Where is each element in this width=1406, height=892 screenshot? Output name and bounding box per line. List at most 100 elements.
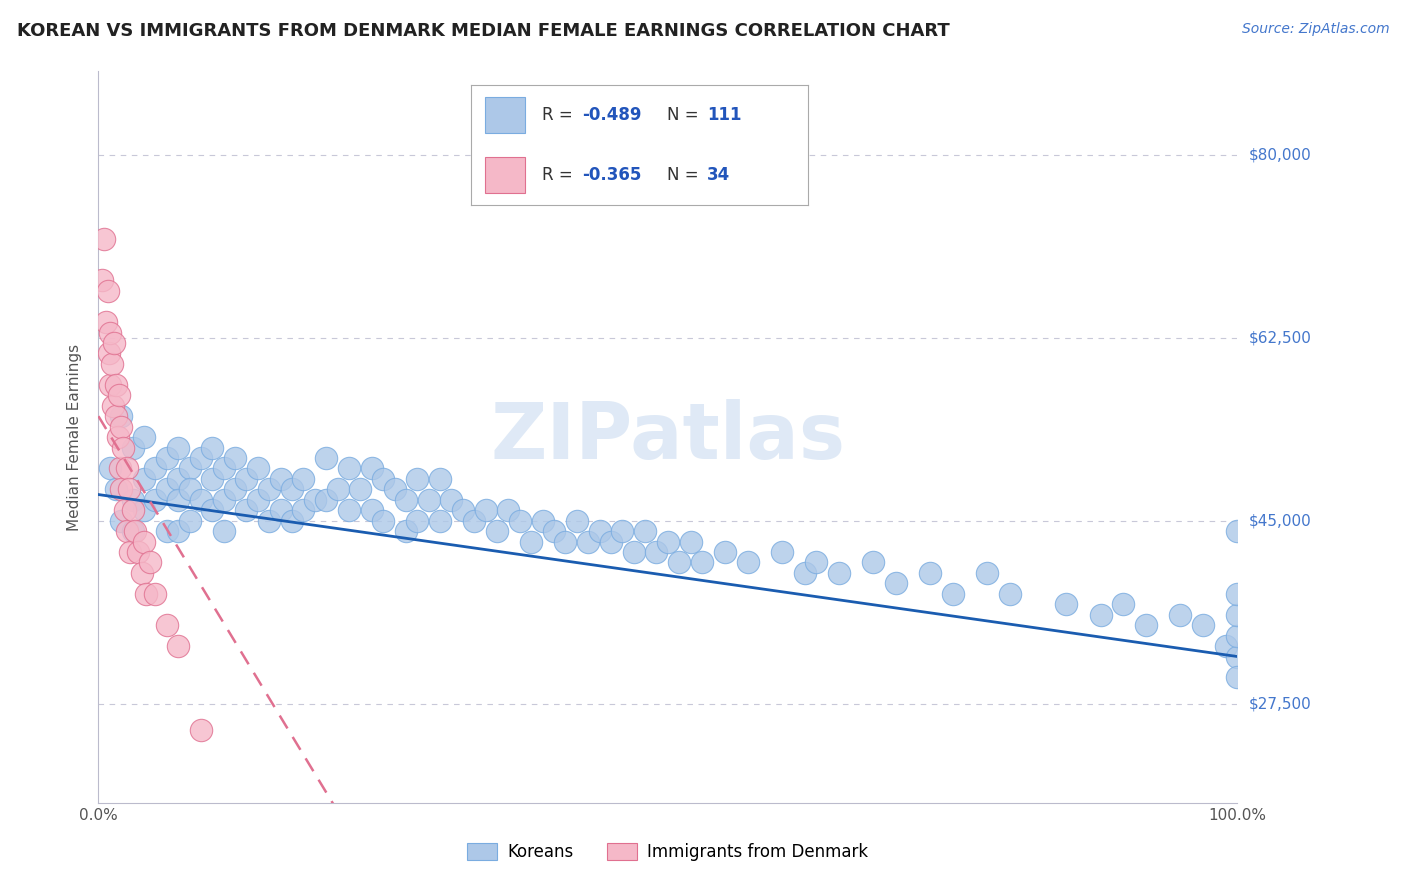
Point <box>156 483 179 497</box>
Point <box>96 284 118 298</box>
Point <box>395 524 418 538</box>
Point <box>474 503 496 517</box>
Point <box>793 566 815 580</box>
Point <box>440 492 463 507</box>
Point <box>862 556 884 570</box>
Point <box>156 450 179 465</box>
Point <box>259 483 281 497</box>
Point <box>212 524 235 538</box>
Point <box>326 483 349 497</box>
Point <box>259 514 281 528</box>
Point <box>98 326 121 340</box>
Point <box>1226 649 1249 664</box>
Point <box>1226 524 1249 538</box>
Point <box>634 524 657 538</box>
Point <box>1226 607 1249 622</box>
Point <box>167 472 190 486</box>
Point <box>565 514 588 528</box>
Point <box>97 346 120 360</box>
Point <box>942 587 965 601</box>
Point <box>371 472 394 486</box>
Point <box>121 492 143 507</box>
Point <box>371 514 394 528</box>
Point <box>246 461 269 475</box>
Text: $62,500: $62,500 <box>1249 330 1312 345</box>
Point <box>976 566 998 580</box>
Point <box>167 639 190 653</box>
Point <box>737 556 759 570</box>
Point <box>103 399 125 413</box>
Point <box>156 618 179 632</box>
Point <box>281 483 304 497</box>
Point <box>167 441 190 455</box>
Point <box>645 545 668 559</box>
Point <box>179 483 201 497</box>
Point <box>201 503 224 517</box>
Point <box>110 409 132 424</box>
Point <box>132 534 155 549</box>
Point <box>112 441 135 455</box>
Point <box>107 430 129 444</box>
Point <box>108 388 131 402</box>
FancyBboxPatch shape <box>485 157 524 193</box>
Point <box>103 336 125 351</box>
Point <box>110 419 132 434</box>
Text: 111: 111 <box>707 106 742 124</box>
Point <box>110 483 132 497</box>
Text: -0.489: -0.489 <box>582 106 643 124</box>
Point <box>349 483 371 497</box>
Text: ZIPatlas: ZIPatlas <box>491 399 845 475</box>
Point <box>1215 639 1237 653</box>
Point <box>360 461 382 475</box>
Point <box>156 524 179 538</box>
Point <box>121 524 143 538</box>
Point <box>804 556 827 570</box>
Point <box>212 492 235 507</box>
Text: KOREAN VS IMMIGRANTS FROM DENMARK MEDIAN FEMALE EARNINGS CORRELATION CHART: KOREAN VS IMMIGRANTS FROM DENMARK MEDIAN… <box>17 22 949 40</box>
Point <box>246 492 269 507</box>
Point <box>1054 597 1078 611</box>
Point <box>281 514 304 528</box>
Point <box>224 450 246 465</box>
Point <box>576 534 599 549</box>
Legend: Koreans, Immigrants from Denmark: Koreans, Immigrants from Denmark <box>461 836 875 868</box>
Point <box>98 377 121 392</box>
Text: R =: R = <box>541 166 578 184</box>
Point <box>406 472 429 486</box>
Point <box>104 409 127 424</box>
Point <box>304 492 326 507</box>
Point <box>132 503 155 517</box>
Point <box>190 723 212 737</box>
Point <box>1226 670 1249 684</box>
Point <box>1192 618 1215 632</box>
Point <box>235 503 257 517</box>
Point <box>451 503 474 517</box>
Point <box>657 534 679 549</box>
Point <box>190 492 212 507</box>
Point <box>190 450 212 465</box>
Point <box>235 472 257 486</box>
Point <box>108 461 131 475</box>
Point <box>884 576 907 591</box>
Point <box>612 524 634 538</box>
FancyBboxPatch shape <box>485 97 524 133</box>
Point <box>668 556 690 570</box>
Point <box>690 556 713 570</box>
Point <box>135 587 157 601</box>
Point <box>145 492 167 507</box>
Point <box>1226 587 1249 601</box>
Text: N =: N = <box>666 106 703 124</box>
Point <box>1090 607 1112 622</box>
Point <box>115 524 138 538</box>
Text: N =: N = <box>666 166 703 184</box>
Y-axis label: Median Female Earnings: Median Female Earnings <box>67 343 83 531</box>
Point <box>270 503 292 517</box>
Point <box>224 483 246 497</box>
Text: Source: ZipAtlas.com: Source: ZipAtlas.com <box>1241 22 1389 37</box>
Text: R =: R = <box>541 106 578 124</box>
Text: -0.365: -0.365 <box>582 166 641 184</box>
Point <box>132 430 155 444</box>
Point <box>770 545 793 559</box>
Point <box>315 492 337 507</box>
Text: 34: 34 <box>707 166 731 184</box>
